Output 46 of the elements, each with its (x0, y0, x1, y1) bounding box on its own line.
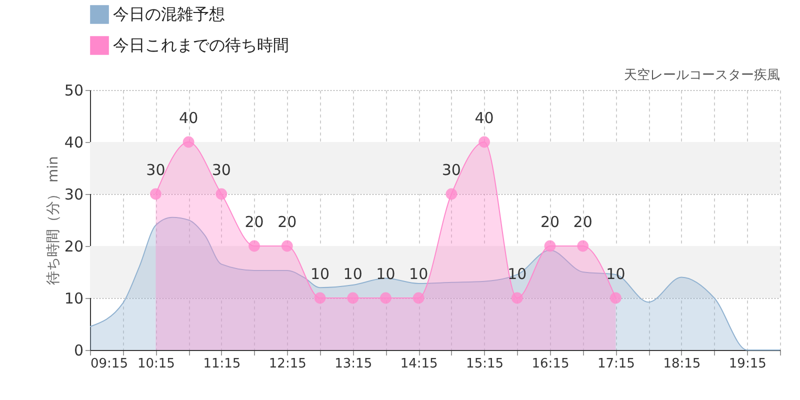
y-axis-title: 待ち時間（分） min (45, 156, 62, 285)
data-label: 20 (540, 213, 560, 231)
data-label: 10 (409, 265, 428, 283)
point (478, 136, 490, 148)
data-label: 10 (343, 265, 362, 283)
legend-label: 今日これまでの待ち時間 (113, 36, 289, 54)
y-tick-label: 50 (64, 82, 84, 100)
point (577, 240, 589, 252)
chart-subtitle: 天空レールコースター疾風 (624, 68, 780, 83)
point (150, 188, 162, 200)
data-label: 20 (573, 213, 592, 231)
data-label: 40 (474, 109, 494, 127)
x-tick-label: 11:15 (203, 356, 241, 372)
point (511, 292, 523, 304)
x-tick-label: 12:15 (268, 356, 306, 372)
point (610, 292, 622, 304)
y-tick-label: 20 (64, 238, 84, 256)
point (182, 136, 194, 148)
x-tick-label: 16:15 (532, 356, 570, 372)
x-tick-label: 18:15 (663, 356, 701, 372)
y-tick-label: 10 (64, 290, 84, 308)
data-label: 10 (508, 265, 527, 283)
point (216, 188, 228, 200)
y-tick-label: 30 (64, 186, 84, 204)
x-tick-label: 10:15 (137, 356, 175, 372)
data-label: 20 (244, 213, 264, 231)
data-label: 30 (212, 161, 231, 179)
data-label: 10 (376, 265, 396, 283)
x-tick-label: 19:15 (728, 356, 766, 372)
point (281, 240, 293, 252)
data-label: 10 (310, 265, 330, 283)
data-label: 30 (146, 161, 166, 179)
x-tick-label: 14:15 (400, 356, 438, 372)
x-tick-label: 09:15 (90, 356, 128, 372)
point (446, 188, 458, 200)
data-label: 10 (606, 265, 626, 283)
point (412, 292, 424, 304)
y-tick-label: 40 (64, 134, 84, 152)
legend-label: 今日の混雑予想 (113, 4, 225, 24)
x-tick-label: 13:15 (334, 356, 372, 372)
y-tick-label: 0 (74, 342, 84, 360)
x-tick-label: 17:15 (597, 356, 635, 372)
data-label: 20 (278, 213, 297, 231)
data-label: 40 (179, 109, 198, 127)
x-tick-label: 15:15 (466, 356, 504, 372)
data-label: 30 (442, 161, 461, 179)
